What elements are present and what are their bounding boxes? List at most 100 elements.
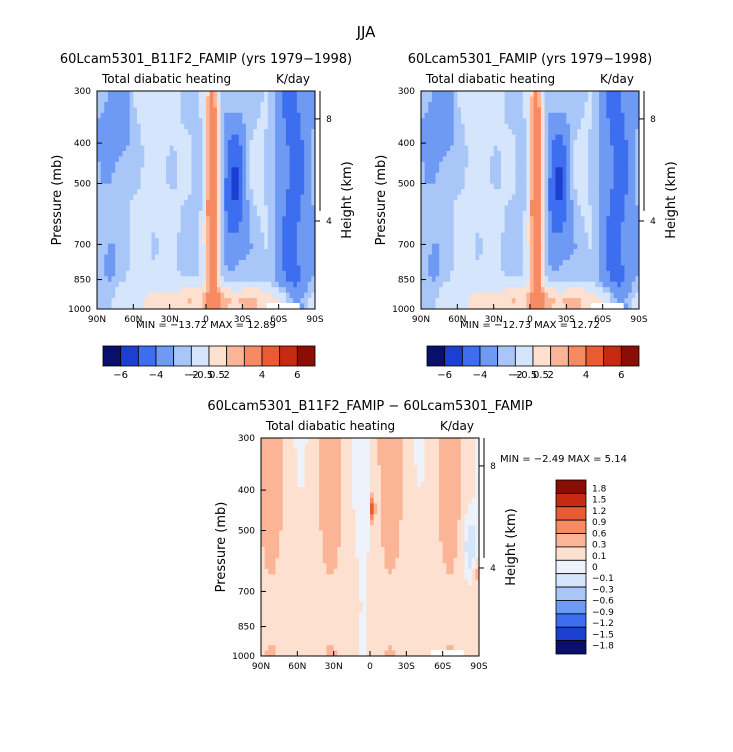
heatmap-cell <box>177 200 181 206</box>
heatmap-cell <box>308 200 312 206</box>
heatmap-cell <box>271 96 275 102</box>
heatmap-cell <box>439 162 443 168</box>
heatmap-cell <box>326 438 330 444</box>
heatmap-cell <box>439 102 443 108</box>
heatmap-cell <box>548 167 552 173</box>
heatmap-cell <box>141 91 145 97</box>
heatmap-cell <box>465 233 469 239</box>
heatmap-cell <box>308 249 312 255</box>
y-tick-label: 300 <box>74 87 91 97</box>
heatmap-cell <box>555 151 559 157</box>
heatmap-cell <box>537 167 541 173</box>
heatmap-cell <box>159 124 163 130</box>
heatmap-cell <box>261 298 265 304</box>
heatmap-cell <box>476 124 480 130</box>
heatmap-cell <box>432 184 436 190</box>
heatmap-cell <box>224 238 228 244</box>
heatmap-cell <box>512 129 516 135</box>
heatmap-cell <box>231 151 235 157</box>
heatmap-cell <box>239 184 243 190</box>
heatmap-cell <box>239 91 243 97</box>
heatmap-cell <box>476 200 480 206</box>
heatmap-cell <box>545 233 549 239</box>
heatmap-cell <box>388 443 392 449</box>
heatmap-cell <box>465 184 469 190</box>
heatmap-cell <box>523 189 527 195</box>
heatmap-cell <box>501 282 505 288</box>
heatmap-cell <box>421 195 425 201</box>
heatmap-cell <box>282 233 286 239</box>
heatmap-cell <box>603 271 607 277</box>
heatmap-cell <box>213 238 217 244</box>
heatmap-cell <box>450 167 454 173</box>
heatmap-cell <box>119 249 123 255</box>
heatmap-cell <box>210 249 214 255</box>
heatmap-cell <box>159 276 163 282</box>
heatmap-cell <box>155 260 159 266</box>
heatmap-cell <box>570 293 574 299</box>
heatmap-cell <box>210 271 214 277</box>
heatmap-cell <box>210 156 214 162</box>
heatmap-cell <box>279 173 283 179</box>
heatmap-cell <box>585 167 589 173</box>
heatmap-cell <box>512 189 516 195</box>
heatmap-cell <box>101 107 105 113</box>
heatmap-cell <box>188 265 192 271</box>
heatmap-cell <box>421 227 425 233</box>
heatmap-cell <box>428 443 432 449</box>
heatmap-cell <box>439 107 443 113</box>
heatmap-cell <box>624 227 628 233</box>
heatmap-cell <box>159 200 163 206</box>
heatmap-cell <box>461 113 465 119</box>
heatmap-cell <box>286 271 290 277</box>
heatmap-cell <box>603 189 607 195</box>
heatmap-cell <box>217 113 221 119</box>
heatmap-cell <box>490 238 494 244</box>
heatmap-cell <box>115 91 119 97</box>
heatmap-cell <box>108 195 112 201</box>
heatmap-cell <box>213 156 217 162</box>
heatmap-cell <box>206 102 210 108</box>
heatmap-cell <box>184 118 188 124</box>
heatmap-cell <box>574 271 578 277</box>
heatmap-cell <box>133 118 137 124</box>
heatmap-cell <box>588 200 592 206</box>
heatmap-cell <box>614 118 618 124</box>
heatmap-cell <box>624 287 628 293</box>
heatmap-cell <box>170 205 174 211</box>
heatmap-cell <box>101 135 105 141</box>
heatmap-cell <box>202 271 206 277</box>
heatmap-cell <box>610 227 614 233</box>
heatmap-cell <box>552 124 556 130</box>
heatmap-cell <box>632 178 636 184</box>
heatmap-cell <box>479 233 483 239</box>
heatmap-cell <box>599 96 603 102</box>
heatmap-cell <box>224 298 228 304</box>
heatmap-cell <box>534 238 538 244</box>
heatmap-cell <box>454 118 458 124</box>
heatmap-cell <box>610 195 614 201</box>
heatmap-cell <box>552 173 556 179</box>
heatmap-cell <box>617 293 621 299</box>
heatmap-cell <box>617 102 621 108</box>
heatmap-cell <box>275 173 279 179</box>
heatmap-cell <box>213 211 217 217</box>
heatmap-cell <box>231 211 235 217</box>
heatmap-cell <box>425 216 429 222</box>
heatmap-cell <box>628 255 632 261</box>
heatmap-cell <box>621 173 625 179</box>
heatmap-cell <box>133 156 137 162</box>
heatmap-cell <box>279 113 283 119</box>
heatmap-cell <box>519 140 523 146</box>
heatmap-cell <box>428 287 432 293</box>
heatmap-cell <box>606 124 610 130</box>
heatmap-cell <box>519 96 523 102</box>
heatmap-cell <box>472 102 476 108</box>
heatmap-cell <box>523 222 527 228</box>
heatmap-cell <box>468 276 472 282</box>
heatmap-cell <box>555 156 559 162</box>
heatmap-cell <box>282 238 286 244</box>
heatmap-cell <box>457 107 461 113</box>
heatmap-cell <box>166 189 170 195</box>
heatmap-cell <box>184 298 188 304</box>
